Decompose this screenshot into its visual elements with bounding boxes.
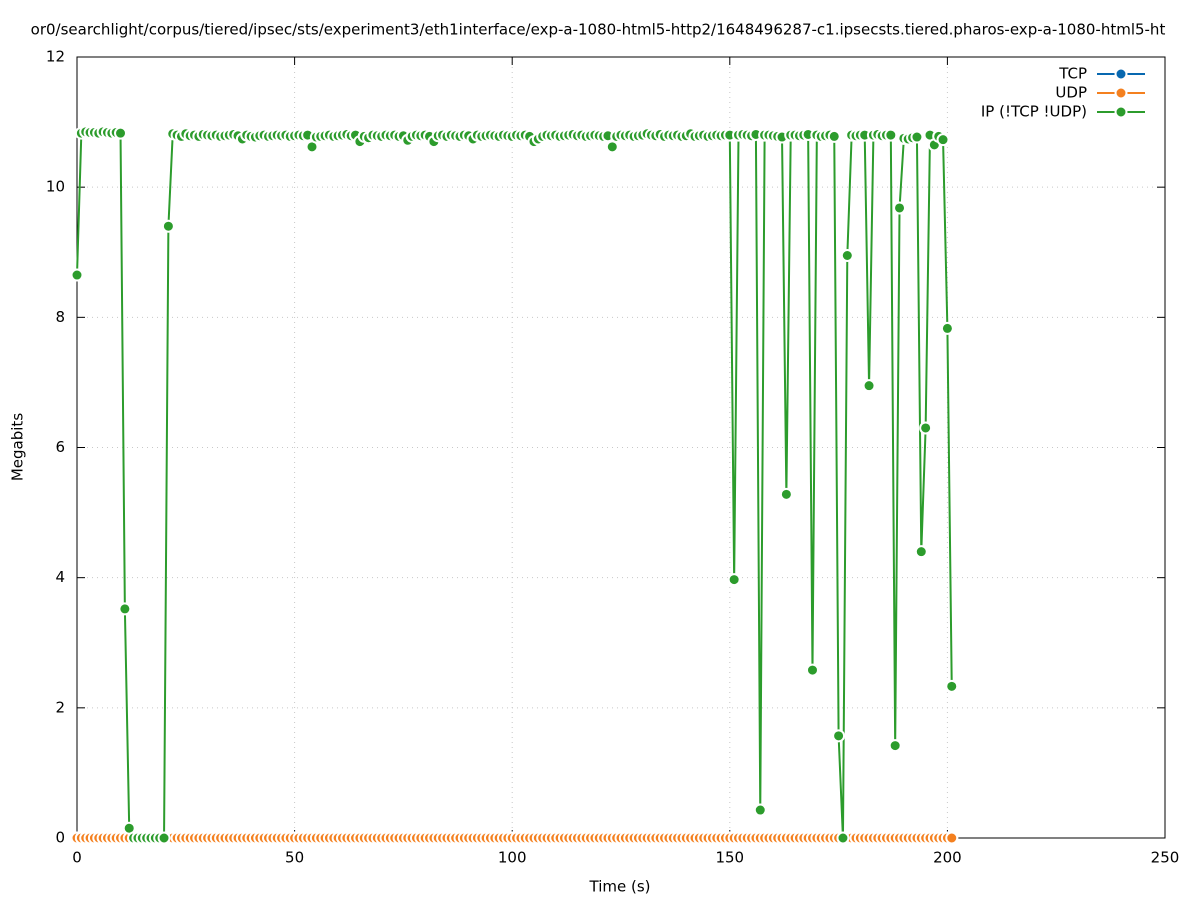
legend-label: TCP bbox=[1058, 65, 1087, 83]
x-axis-label: Time (s) bbox=[589, 878, 651, 896]
plot-frame bbox=[76, 56, 1166, 839]
data-point bbox=[118, 602, 132, 616]
x-tick-label: 0 bbox=[72, 849, 82, 867]
x-tick-label: 150 bbox=[715, 849, 744, 867]
y-tick-label: 2 bbox=[55, 698, 65, 716]
data-point bbox=[945, 831, 959, 845]
data-point bbox=[161, 219, 175, 233]
legend-label: IP (!TCP !UDP) bbox=[981, 103, 1087, 121]
data-point bbox=[727, 573, 741, 587]
legend-swatch bbox=[1114, 67, 1128, 81]
data-point bbox=[893, 201, 907, 215]
legend-label: UDP bbox=[1055, 84, 1087, 102]
series-line bbox=[76, 130, 953, 839]
y-tick-label: 12 bbox=[46, 48, 65, 66]
legend-swatch bbox=[1114, 105, 1128, 119]
y-tick-label: 10 bbox=[46, 178, 65, 196]
data-point bbox=[836, 831, 850, 845]
data-point bbox=[910, 130, 924, 144]
y-tick-label: 8 bbox=[55, 308, 65, 326]
data-point bbox=[832, 729, 846, 743]
data-point bbox=[945, 679, 959, 693]
data-point bbox=[805, 663, 819, 677]
data-point bbox=[914, 545, 928, 559]
x-tick-label: 100 bbox=[498, 849, 527, 867]
data-point bbox=[862, 379, 876, 393]
x-tick-label: 200 bbox=[933, 849, 962, 867]
data-point bbox=[936, 133, 950, 147]
y-tick-label: 0 bbox=[55, 829, 65, 847]
data-point bbox=[919, 421, 933, 435]
data-point bbox=[605, 140, 619, 154]
data-point bbox=[157, 831, 171, 845]
data-point bbox=[779, 487, 793, 501]
data-point bbox=[840, 249, 854, 263]
data-point bbox=[114, 126, 128, 140]
x-tick-label: 250 bbox=[1151, 849, 1180, 867]
y-tick-label: 6 bbox=[55, 438, 65, 456]
data-point bbox=[940, 321, 954, 335]
chart-title: or0/searchlight/corpus/tiered/ipsec/sts/… bbox=[31, 21, 1166, 39]
legend-swatch bbox=[1114, 86, 1128, 100]
data-point bbox=[888, 739, 902, 753]
data-point bbox=[753, 803, 767, 817]
y-tick-label: 4 bbox=[55, 568, 65, 586]
data-point bbox=[884, 128, 898, 142]
y-axis-label: Megabits bbox=[9, 413, 27, 481]
x-tick-label: 50 bbox=[285, 849, 304, 867]
data-point bbox=[70, 268, 84, 282]
data-point bbox=[827, 129, 841, 143]
